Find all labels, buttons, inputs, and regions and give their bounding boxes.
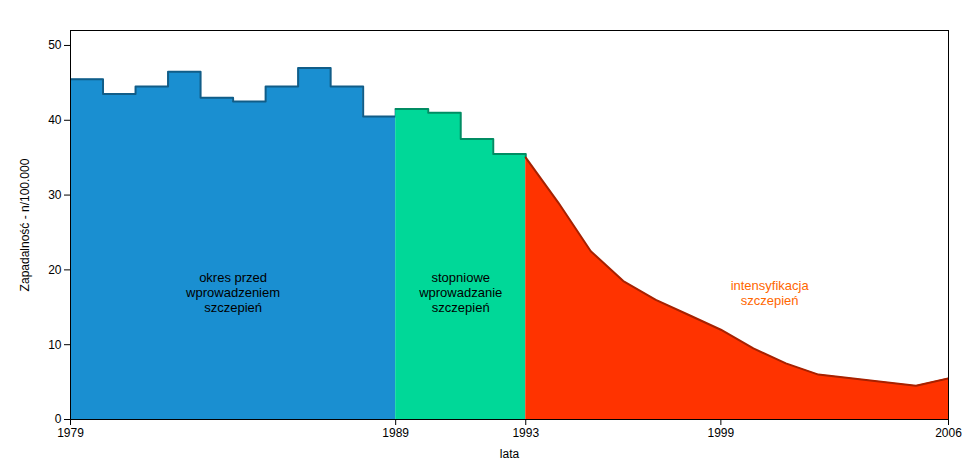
svg-text:1979: 1979 bbox=[57, 426, 84, 440]
svg-text:2006: 2006 bbox=[935, 426, 962, 440]
svg-text:50: 50 bbox=[48, 38, 62, 52]
svg-text:30: 30 bbox=[48, 188, 62, 202]
svg-text:10: 10 bbox=[48, 338, 62, 352]
svg-text:lata: lata bbox=[500, 447, 520, 461]
svg-text:1993: 1993 bbox=[512, 426, 539, 440]
svg-text:1999: 1999 bbox=[708, 426, 735, 440]
svg-text:20: 20 bbox=[48, 263, 62, 277]
svg-text:1989: 1989 bbox=[382, 426, 409, 440]
svg-text:40: 40 bbox=[48, 113, 62, 127]
svg-text:okres przedwprowadzeniemszczep: okres przedwprowadzeniemszczepień bbox=[185, 270, 280, 315]
svg-text:0: 0 bbox=[55, 412, 62, 426]
svg-text:intensyfikacjaszczepień: intensyfikacjaszczepień bbox=[731, 278, 810, 308]
svg-text:stopniowewprowadzanieszczepień: stopniowewprowadzanieszczepień bbox=[418, 270, 502, 315]
svg-text:Zapadalność - n/100.000: Zapadalność - n/100.000 bbox=[18, 158, 32, 291]
